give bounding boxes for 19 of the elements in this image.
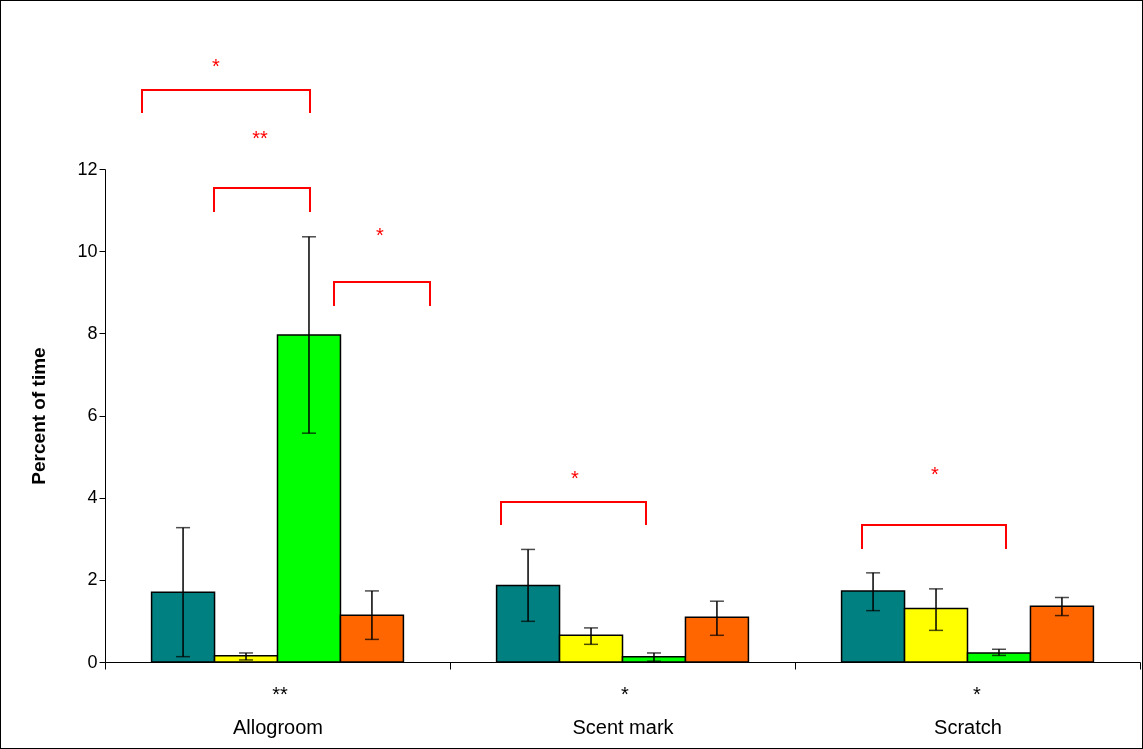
- y-tick-label: 12: [77, 158, 98, 179]
- text: *: [621, 682, 629, 706]
- x-tick-label: Scent mark: [572, 715, 675, 738]
- y-tick-label: 2: [87, 569, 98, 590]
- text: *: [973, 682, 981, 706]
- y-tick-label: 8: [87, 322, 98, 343]
- text: *: [212, 54, 220, 78]
- y-tick-label: 6: [87, 405, 98, 425]
- x-tick-label: Scratch: [934, 715, 1002, 738]
- annotation: *: [376, 223, 384, 247]
- y-tick-label: 10: [77, 240, 98, 261]
- x-tick-label: Allogroom: [232, 715, 324, 738]
- y-tick-label: 4: [87, 487, 98, 508]
- y-tick-label: 0: [87, 651, 98, 672]
- text: **: [252, 126, 268, 150]
- text: **: [272, 682, 288, 706]
- annotation: *: [931, 462, 939, 486]
- y-axis-title: Percent of time: [28, 347, 50, 485]
- annotation: *: [571, 466, 579, 490]
